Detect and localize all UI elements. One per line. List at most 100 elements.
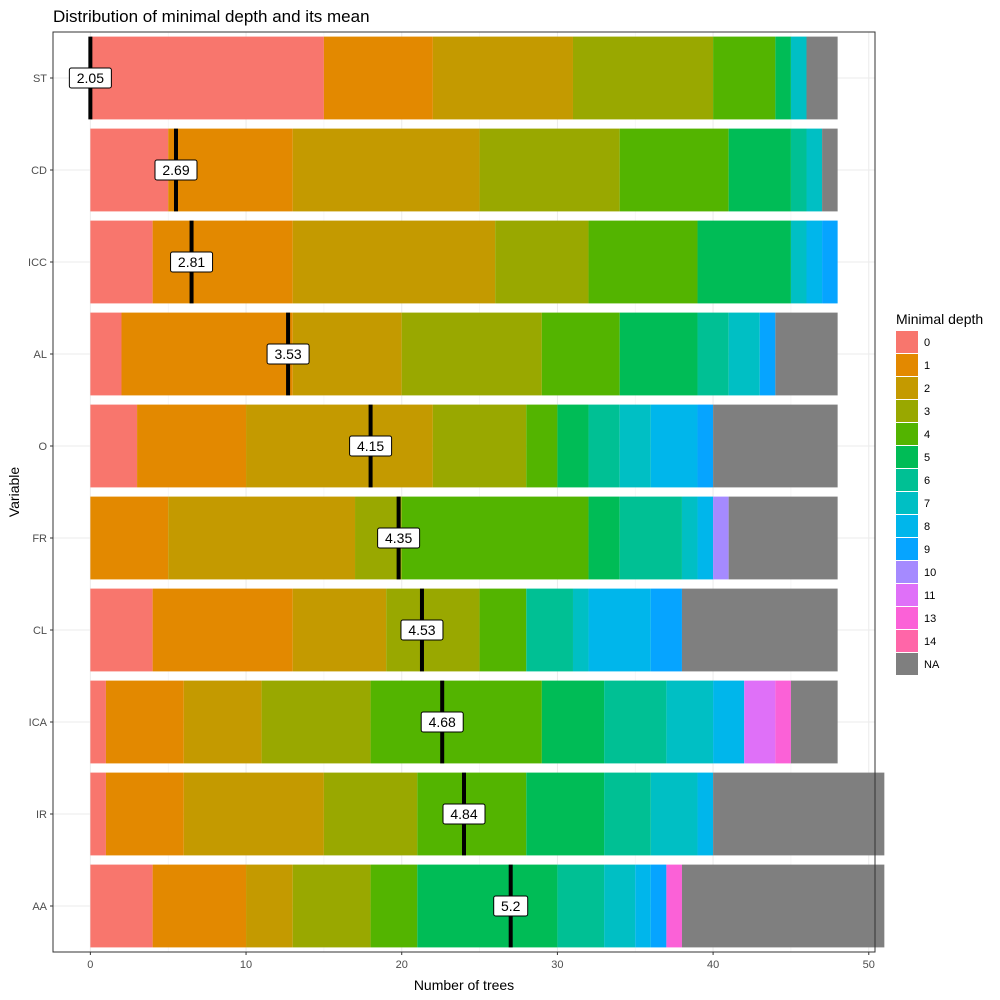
legend-item-4: 4 bbox=[896, 423, 930, 445]
bar-segment bbox=[728, 312, 760, 396]
bar-segment bbox=[572, 588, 589, 672]
bar-segment bbox=[619, 404, 651, 488]
legend-label: 10 bbox=[924, 567, 936, 579]
y-tick-label: CD bbox=[31, 165, 47, 177]
bar-row-AA bbox=[90, 864, 885, 948]
y-tick-label: ICA bbox=[29, 717, 48, 729]
bar-segment bbox=[713, 772, 885, 856]
legend-item-0: 0 bbox=[896, 331, 930, 353]
y-tick-label: AL bbox=[34, 349, 47, 361]
bar-segment bbox=[183, 772, 324, 856]
bar-segment bbox=[604, 680, 667, 764]
mean-label-box bbox=[420, 711, 464, 733]
legend-title: Minimal depth bbox=[896, 311, 983, 327]
bar-segment bbox=[697, 496, 714, 580]
mean-marker-AA: 5.2 bbox=[493, 864, 529, 948]
mean-label: 4.35 bbox=[385, 530, 412, 546]
bar-segment bbox=[790, 680, 838, 764]
mean-marker-CL: 4.53 bbox=[400, 588, 444, 672]
bar-segment bbox=[292, 588, 387, 672]
bar-segment bbox=[604, 864, 636, 948]
legend-key bbox=[896, 630, 918, 652]
bar-segment bbox=[619, 312, 698, 396]
legend-label: 9 bbox=[924, 544, 930, 556]
bar-segment bbox=[401, 496, 589, 580]
x-tick-label: 30 bbox=[551, 959, 563, 971]
bar-segment bbox=[775, 312, 838, 396]
legend-label: 14 bbox=[924, 636, 936, 648]
mean-label-box bbox=[68, 67, 112, 89]
legend-key bbox=[896, 469, 918, 491]
bar-segment bbox=[370, 864, 418, 948]
bar-segment bbox=[681, 864, 885, 948]
bar-segment bbox=[261, 680, 371, 764]
bar-segment bbox=[588, 588, 651, 672]
bar-segment bbox=[121, 312, 293, 396]
x-tick-label: 40 bbox=[707, 959, 719, 971]
bar-segment bbox=[588, 220, 698, 304]
bar-segment bbox=[790, 36, 807, 120]
bar-segment bbox=[806, 36, 838, 120]
legend-label: 13 bbox=[924, 613, 936, 625]
bar-segment bbox=[619, 128, 729, 212]
bar-segment bbox=[152, 864, 247, 948]
bar-row-CD bbox=[90, 128, 838, 212]
legend-label: 1 bbox=[924, 360, 930, 372]
y-tick-label: ICC bbox=[28, 257, 47, 269]
mean-label: 4.84 bbox=[450, 806, 477, 822]
mean-marker-ICA: 4.68 bbox=[420, 680, 464, 764]
legend-label: 7 bbox=[924, 498, 930, 510]
bar-segment bbox=[650, 772, 698, 856]
x-tick-label: 50 bbox=[863, 959, 875, 971]
legend-key bbox=[896, 423, 918, 445]
mean-label: 5.2 bbox=[501, 898, 521, 914]
legend-label: 2 bbox=[924, 383, 930, 395]
legend-item-3: 3 bbox=[896, 400, 930, 422]
bar-segment bbox=[697, 312, 729, 396]
mean-label-box bbox=[377, 527, 421, 549]
bar-segment bbox=[822, 220, 838, 304]
chart-title: Distribution of minimal depth and its me… bbox=[53, 7, 370, 26]
x-axis: 0 10 20 30 40 50 bbox=[87, 952, 875, 971]
bar-segment bbox=[90, 404, 138, 488]
legend-item-13: 13 bbox=[896, 607, 936, 629]
legend-label: NA bbox=[924, 659, 940, 671]
mean-label-box bbox=[170, 251, 214, 273]
legend-item-2: 2 bbox=[896, 377, 930, 399]
bar-row-O bbox=[90, 404, 838, 488]
mean-label: 4.68 bbox=[429, 714, 456, 730]
bar-segment bbox=[246, 404, 433, 488]
mean-label: 2.69 bbox=[162, 162, 189, 178]
mean-label-box bbox=[493, 895, 529, 917]
bar-segment bbox=[557, 864, 605, 948]
legend-label: 0 bbox=[924, 337, 930, 349]
mean-marker-IR: 4.84 bbox=[442, 772, 486, 856]
legend-label: 5 bbox=[924, 452, 930, 464]
legend-item-1: 1 bbox=[896, 354, 930, 376]
mean-marker-ST: 2.05 bbox=[68, 36, 112, 120]
y-tick-label: FR bbox=[32, 533, 47, 545]
x-tick-label: 10 bbox=[240, 959, 252, 971]
bar-row-ICA bbox=[90, 680, 838, 764]
legend-item-9: 9 bbox=[896, 538, 930, 560]
bar-segment bbox=[183, 680, 262, 764]
bar-segment bbox=[619, 496, 682, 580]
y-axis: ST CD ICC AL O FR CL ICA IR AA bbox=[28, 73, 53, 913]
legend-label: 11 bbox=[924, 590, 935, 602]
bar-segment bbox=[292, 220, 496, 304]
bar-segment bbox=[775, 36, 791, 120]
mean-label: 4.15 bbox=[357, 438, 384, 454]
bar-row-ICC bbox=[90, 220, 838, 304]
bar-segment bbox=[588, 404, 620, 488]
mean-label: 3.53 bbox=[274, 346, 301, 362]
bar-segment bbox=[90, 220, 153, 304]
legend-key bbox=[896, 538, 918, 560]
mean-label: 2.05 bbox=[77, 70, 104, 86]
y-tick-label: IR bbox=[36, 809, 47, 821]
bar-segment bbox=[697, 220, 791, 304]
bar-segment bbox=[650, 404, 698, 488]
bar-segment bbox=[105, 680, 184, 764]
bar-segment bbox=[90, 496, 169, 580]
x-tick-label: 20 bbox=[396, 959, 408, 971]
